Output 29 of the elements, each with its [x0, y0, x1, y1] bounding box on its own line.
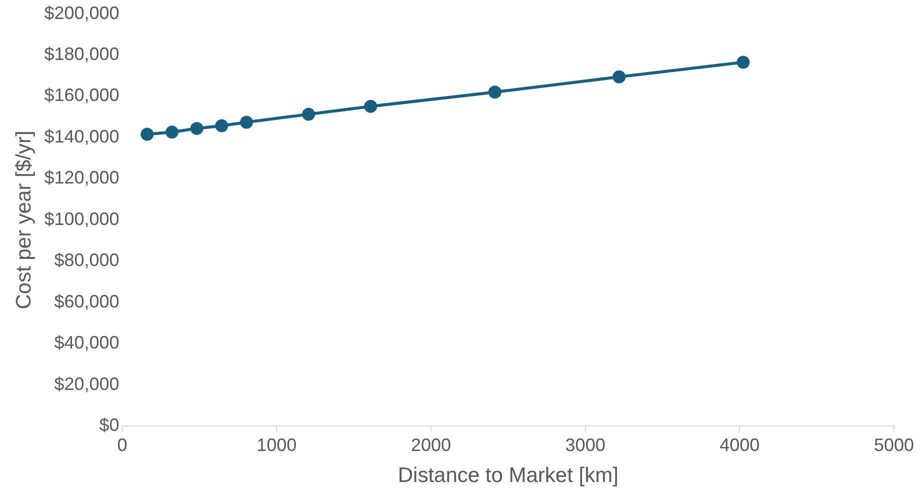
y-tick-label: $20,000	[54, 374, 120, 394]
point	[488, 86, 502, 99]
y-tick-label: $40,000	[54, 332, 120, 353]
point	[140, 128, 154, 141]
y-tick-label: $180,000	[44, 44, 120, 64]
y-tick-label: $60,000	[54, 291, 120, 312]
point	[302, 108, 316, 121]
point	[240, 116, 254, 129]
x-tick-label: 2000	[410, 434, 451, 455]
x-tick-label: 5000	[874, 434, 914, 455]
point	[165, 126, 178, 139]
point	[736, 56, 750, 69]
x-tick-label: 3000	[565, 434, 606, 455]
x-axis-title: Distance to Market [km]	[398, 464, 618, 488]
point	[215, 119, 228, 132]
point	[612, 70, 626, 84]
x-tick-label: 1000	[256, 434, 297, 455]
y-tick-label: $120,000	[44, 168, 120, 188]
y-tick-label: $160,000	[44, 85, 120, 106]
x-tick-label: 0	[117, 434, 128, 455]
point	[364, 100, 378, 113]
point	[190, 122, 204, 135]
x-tick-label: 4000	[720, 434, 760, 455]
y-tick-label: $100,000	[44, 208, 120, 229]
y-axis-title: Cost per year [$/yr]	[12, 130, 36, 310]
y-tick-label: $200,000	[44, 2, 120, 23]
y-tick-label: $0	[99, 415, 120, 436]
y-tick-label: $140,000	[44, 126, 120, 146]
y-tick-label: $80,000	[54, 250, 120, 270]
